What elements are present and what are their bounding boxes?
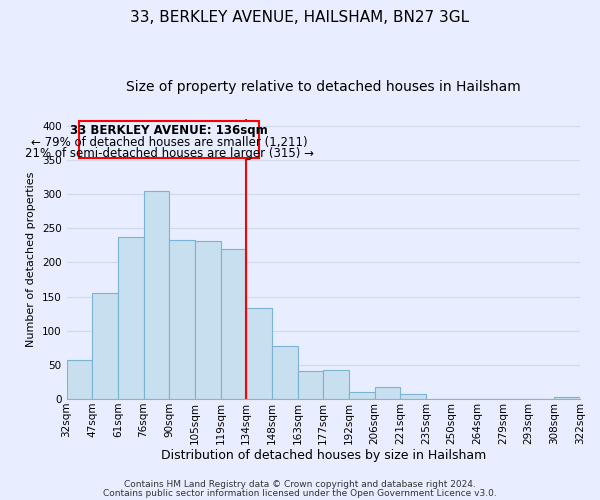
Bar bbox=[67, 360, 92, 399]
Bar bbox=[374, 388, 400, 399]
Text: ← 79% of detached houses are smaller (1,211): ← 79% of detached houses are smaller (1,… bbox=[31, 136, 308, 149]
Bar bbox=[400, 394, 426, 399]
Text: Contains public sector information licensed under the Open Government Licence v3: Contains public sector information licen… bbox=[103, 488, 497, 498]
Bar bbox=[118, 237, 143, 399]
Bar bbox=[169, 240, 195, 399]
Bar bbox=[79, 121, 259, 158]
Bar bbox=[554, 397, 580, 399]
Y-axis label: Number of detached properties: Number of detached properties bbox=[26, 171, 37, 346]
Title: Size of property relative to detached houses in Hailsham: Size of property relative to detached ho… bbox=[126, 80, 521, 94]
X-axis label: Distribution of detached houses by size in Hailsham: Distribution of detached houses by size … bbox=[161, 450, 486, 462]
Bar bbox=[221, 250, 246, 399]
Bar bbox=[143, 190, 169, 399]
Bar bbox=[323, 370, 349, 399]
Text: Contains HM Land Registry data © Crown copyright and database right 2024.: Contains HM Land Registry data © Crown c… bbox=[124, 480, 476, 489]
Bar bbox=[349, 392, 374, 399]
Bar bbox=[92, 293, 118, 399]
Bar bbox=[298, 371, 323, 399]
Bar bbox=[246, 308, 272, 399]
Text: 33 BERKLEY AVENUE: 136sqm: 33 BERKLEY AVENUE: 136sqm bbox=[70, 124, 268, 137]
Text: 21% of semi-detached houses are larger (315) →: 21% of semi-detached houses are larger (… bbox=[25, 147, 314, 160]
Bar bbox=[272, 346, 298, 399]
Bar bbox=[195, 241, 221, 399]
Text: 33, BERKLEY AVENUE, HAILSHAM, BN27 3GL: 33, BERKLEY AVENUE, HAILSHAM, BN27 3GL bbox=[130, 10, 470, 25]
